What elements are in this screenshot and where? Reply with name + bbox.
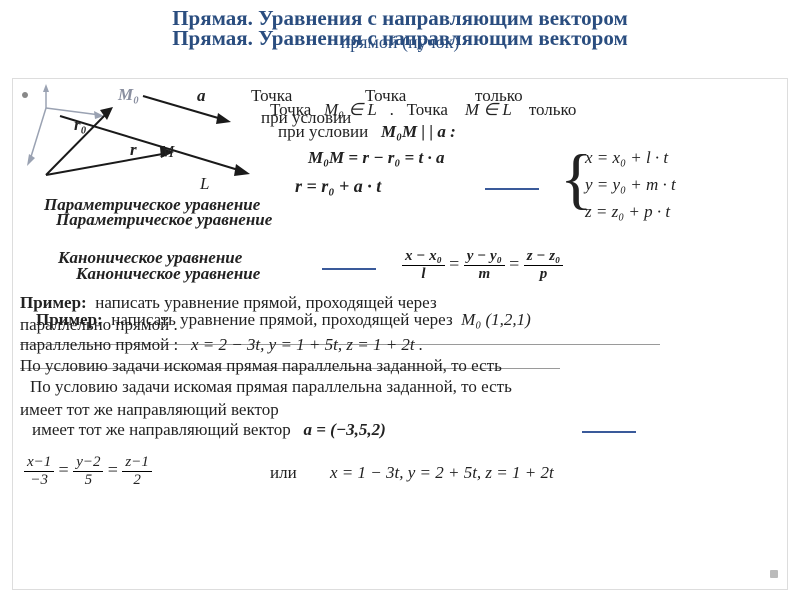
sol-back-2: имеет тот же направляющий вектор [20, 400, 279, 420]
arrow-dash-2 [322, 268, 376, 270]
param-eq: r = r₀ + a · t [295, 176, 381, 197]
canon-title-front: Каноническое уравнение [76, 264, 260, 284]
title: Прямая. Уравнения с направляющим векторо… [0, 26, 800, 51]
sys-z: z = z₀ + p · t [585, 202, 670, 222]
answer-param: x = 1 − 3t, y = 2 + 5t, z = 1 + 2t [330, 463, 554, 483]
sys-y: y = y₀ + m · t [585, 175, 676, 195]
or-label: или [270, 463, 297, 483]
sol-front-2: имеет тот же направляющий вектор a = (−3… [32, 420, 386, 440]
label-M: M [160, 142, 174, 162]
canon-eq: x − x₀l = y − y₀m = z − z₀p [402, 248, 563, 283]
corner-dot [770, 570, 778, 578]
example-front-1: Пример: написать уравнение прямой, прохо… [36, 310, 531, 330]
example-front-2: параллельно прямой : x = 2 − 3t, y = 1 +… [20, 335, 423, 355]
sol-back-1: По условию задачи искомая прямая паралле… [20, 356, 502, 376]
label-a: a [197, 86, 206, 106]
slide: Прямая. Уравнения с направляющим векторо… [0, 0, 800, 600]
label-L: L [200, 174, 209, 194]
sol-front-1: По условию задачи искомая прямая паралле… [30, 377, 512, 397]
bullet-icon [22, 92, 28, 98]
label-r: r [130, 140, 137, 160]
arrow-dash-1 [485, 188, 539, 190]
line1-front: Точка M₀ ∈ L . Точка M ∈ L только [270, 100, 576, 120]
label-M0: M₀ [118, 85, 139, 105]
vector-eq: M₀M = r − r₀ = t · a [308, 148, 444, 168]
cond-front: при условии M₀M | | a : [278, 122, 456, 142]
label-r0: r₀ [74, 115, 87, 135]
param-title-front: Параметрическое уравнение [56, 210, 272, 230]
arrow-dash-3 [582, 431, 636, 433]
answer-canon: x−1−3 = y−25 = z−12 [24, 454, 152, 489]
sys-x: x = x₀ + l · t [585, 148, 668, 168]
